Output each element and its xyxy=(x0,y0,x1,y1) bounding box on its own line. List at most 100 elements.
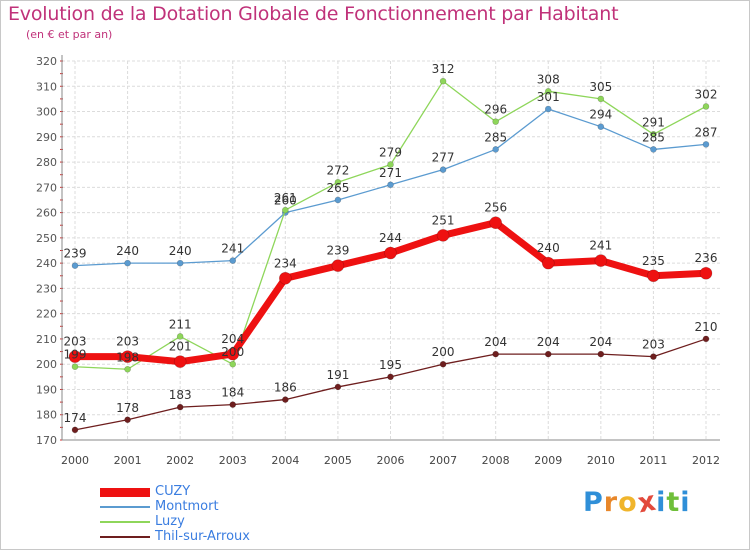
data-label-thil-sur-arroux: 195 xyxy=(379,358,402,372)
data-point-thil-sur-arroux xyxy=(176,403,184,411)
y-tick-label: 290 xyxy=(36,131,57,144)
data-label-cuzy: 244 xyxy=(379,231,402,245)
chart-legend: CUZY Montmort Luzy Thil-sur-Arroux xyxy=(100,484,320,545)
data-point-cuzy xyxy=(121,350,134,363)
data-label-thil-sur-arroux: 204 xyxy=(484,335,507,349)
data-label-cuzy: 203 xyxy=(64,335,87,349)
data-label-luzy: 312 xyxy=(432,62,455,76)
data-point-thil-sur-arroux xyxy=(597,350,605,358)
data-label-montmort: 271 xyxy=(379,166,402,180)
data-label-luzy: 199 xyxy=(64,348,87,362)
legend-label: Thil-sur-Arroux xyxy=(155,529,250,544)
data-point-luzy xyxy=(229,360,237,368)
data-point-montmort xyxy=(334,196,342,204)
y-tick-label: 280 xyxy=(36,156,57,169)
data-point-thil-sur-arroux xyxy=(702,335,710,343)
data-label-montmort: 239 xyxy=(64,247,87,261)
data-label-montmort: 265 xyxy=(326,181,349,195)
data-label-thil-sur-arroux: 178 xyxy=(116,401,139,415)
y-tick-label: 220 xyxy=(36,308,57,321)
y-tick-label: 270 xyxy=(36,181,57,194)
data-point-montmort xyxy=(387,181,394,189)
y-tick-label: 210 xyxy=(36,333,57,346)
data-label-cuzy: 240 xyxy=(537,241,560,255)
x-tick-label: 2010 xyxy=(587,454,615,467)
data-point-montmort xyxy=(650,146,657,153)
data-point-cuzy xyxy=(68,350,82,363)
data-point-cuzy xyxy=(226,347,240,361)
x-tick-label: 2006 xyxy=(377,454,405,467)
x-tick-label: 2003 xyxy=(219,454,247,467)
logo-letter: r xyxy=(603,487,619,518)
data-label-luzy: 305 xyxy=(589,80,612,94)
data-point-cuzy xyxy=(436,229,450,242)
x-tick-label: 2002 xyxy=(166,454,194,467)
legend-item: Thil-sur-Arroux xyxy=(100,529,320,545)
data-label-thil-sur-arroux: 204 xyxy=(537,335,560,349)
data-point-luzy xyxy=(71,363,79,371)
data-point-montmort xyxy=(544,105,552,113)
data-point-luzy xyxy=(176,333,184,340)
data-label-luzy: 261 xyxy=(274,191,297,205)
data-point-montmort xyxy=(229,257,237,264)
data-point-montmort xyxy=(702,141,710,148)
data-label-thil-sur-arroux: 191 xyxy=(326,368,349,382)
y-tick-label: 300 xyxy=(36,106,57,119)
data-label-luzy: 272 xyxy=(326,163,349,177)
data-label-luzy: 211 xyxy=(169,317,192,331)
data-label-montmort: 294 xyxy=(589,108,612,122)
data-label-montmort: 240 xyxy=(169,244,192,258)
y-tick-label: 230 xyxy=(36,282,57,295)
data-point-luzy xyxy=(702,103,710,110)
proxiti-logo: Proxiti xyxy=(583,486,691,520)
data-label-montmort: 301 xyxy=(537,90,560,104)
data-point-luzy xyxy=(124,365,131,373)
legend-swatch xyxy=(100,506,150,508)
data-point-thil-sur-arroux xyxy=(650,353,657,360)
data-label-cuzy: 235 xyxy=(642,254,665,268)
data-label-thil-sur-arroux: 200 xyxy=(432,345,455,359)
data-label-thil-sur-arroux: 186 xyxy=(274,381,297,395)
data-label-luzy: 291 xyxy=(642,115,665,129)
logo-letter: i xyxy=(656,487,667,518)
y-tick-label: 250 xyxy=(36,232,57,245)
data-point-luzy xyxy=(334,178,342,186)
data-point-montmort xyxy=(439,166,447,173)
x-tick-label: 2012 xyxy=(692,454,720,467)
data-label-thil-sur-arroux: 204 xyxy=(589,335,612,349)
data-point-cuzy xyxy=(541,256,555,270)
data-label-luzy: 198 xyxy=(116,350,139,364)
data-point-luzy xyxy=(387,161,394,168)
x-tick-label: 2005 xyxy=(324,454,352,467)
data-point-montmort xyxy=(71,262,79,269)
data-label-cuzy: 241 xyxy=(589,239,612,253)
data-label-luzy: 308 xyxy=(537,72,560,86)
data-point-thil-sur-arroux xyxy=(334,383,342,391)
legend-item: Luzy xyxy=(100,514,320,530)
data-point-cuzy xyxy=(647,269,660,283)
data-point-thil-sur-arroux xyxy=(282,396,289,403)
x-tick-label: 2001 xyxy=(114,454,142,467)
data-label-luzy: 296 xyxy=(484,103,507,117)
data-label-thil-sur-arroux: 184 xyxy=(221,386,244,400)
data-label-montmort: 240 xyxy=(116,244,139,258)
x-tick-label: 2007 xyxy=(429,454,457,467)
data-point-thil-sur-arroux xyxy=(544,350,552,358)
legend-label: Montmort xyxy=(155,499,219,514)
legend-item: CUZY xyxy=(100,484,320,500)
chart-title: Evolution de la Dotation Globale de Fonc… xyxy=(8,3,619,25)
data-point-cuzy xyxy=(331,259,345,272)
data-point-thil-sur-arroux xyxy=(229,401,237,408)
chart-subtitle: (en € et par an) xyxy=(26,28,113,41)
data-label-cuzy: 201 xyxy=(169,340,192,354)
x-tick-label: 2008 xyxy=(482,454,510,467)
data-label-thil-sur-arroux: 174 xyxy=(64,411,87,425)
data-point-cuzy xyxy=(173,355,187,368)
data-point-thil-sur-arroux xyxy=(124,416,131,424)
data-label-cuzy: 203 xyxy=(116,335,139,349)
y-tick-label: 190 xyxy=(36,383,57,396)
data-label-luzy: 279 xyxy=(379,146,402,160)
data-label-cuzy: 251 xyxy=(432,213,455,227)
data-label-montmort: 260 xyxy=(274,194,297,208)
